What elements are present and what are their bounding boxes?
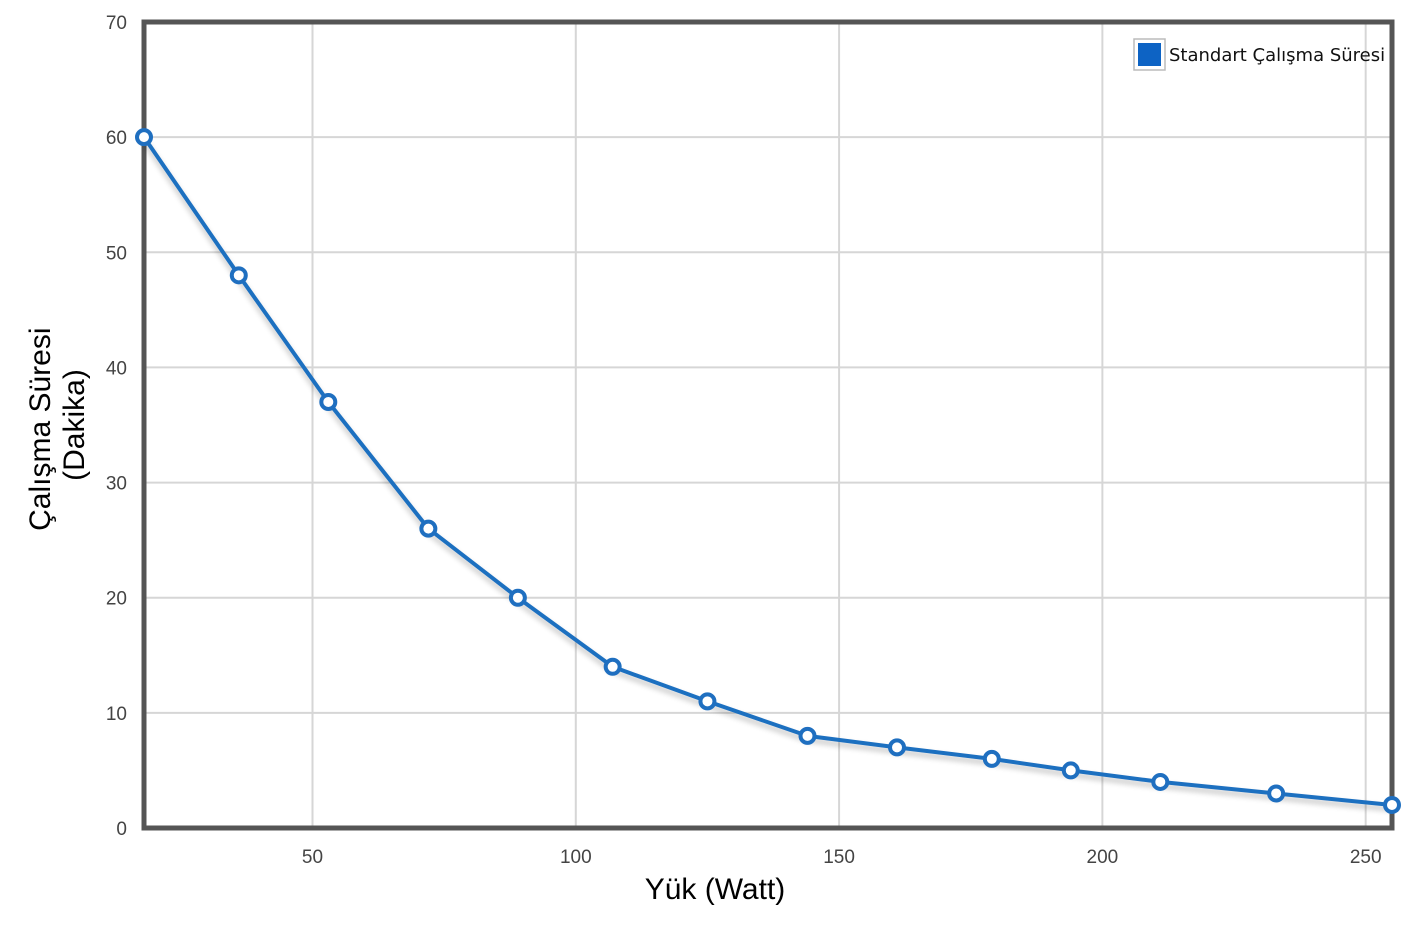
y-tick-label: 30 (106, 474, 127, 495)
x-axis-ticks: 50 100 150 200 250 (302, 847, 1382, 868)
legend-label: Standart Çalışma Süresi (1169, 45, 1385, 66)
data-point (888, 738, 907, 757)
data-point (1151, 772, 1170, 791)
y-axis-ticks: 0 10 20 30 40 50 60 70 (106, 13, 127, 840)
x-tick-label: 150 (823, 847, 855, 868)
data-point (135, 128, 153, 147)
plot-frame (141, 19, 1395, 831)
y-axis-title-line-2: (Dakika) (58, 369, 91, 481)
y-tick-label: 0 (116, 819, 127, 840)
data-point (1383, 795, 1401, 814)
x-tick-label: 250 (1350, 847, 1382, 868)
y-tick-label: 10 (106, 704, 127, 725)
data-point (698, 692, 717, 711)
y-tick-label: 70 (106, 13, 127, 34)
data-point (508, 588, 527, 607)
data-point (1267, 784, 1286, 803)
y-tick-label: 60 (106, 128, 127, 149)
y-tick-label: 40 (106, 358, 127, 379)
data-point (982, 749, 1001, 768)
y-axis-title-line-1: Çalışma Süresi (24, 327, 57, 530)
x-tick-label: 200 (1087, 847, 1119, 868)
x-axis-title: Yük (Watt) (645, 873, 786, 906)
data-point (798, 726, 817, 745)
x-tick-label: 50 (302, 847, 323, 868)
y-tick-label: 50 (106, 243, 127, 264)
data-point (603, 657, 622, 676)
data-point (319, 392, 338, 411)
legend: Standart Çalışma Süresi (1133, 38, 1385, 71)
x-tick-label: 100 (560, 847, 592, 868)
y-axis-title: Çalışma Süresi (Dakika) (24, 319, 91, 531)
grid (144, 22, 1392, 828)
legend-swatch (1138, 43, 1161, 66)
data-point (419, 519, 438, 538)
y-tick-label: 20 (106, 589, 127, 610)
series-line (142, 135, 1393, 807)
data-point (229, 266, 248, 285)
series-layer (135, 128, 1401, 814)
data-point (1061, 761, 1080, 780)
